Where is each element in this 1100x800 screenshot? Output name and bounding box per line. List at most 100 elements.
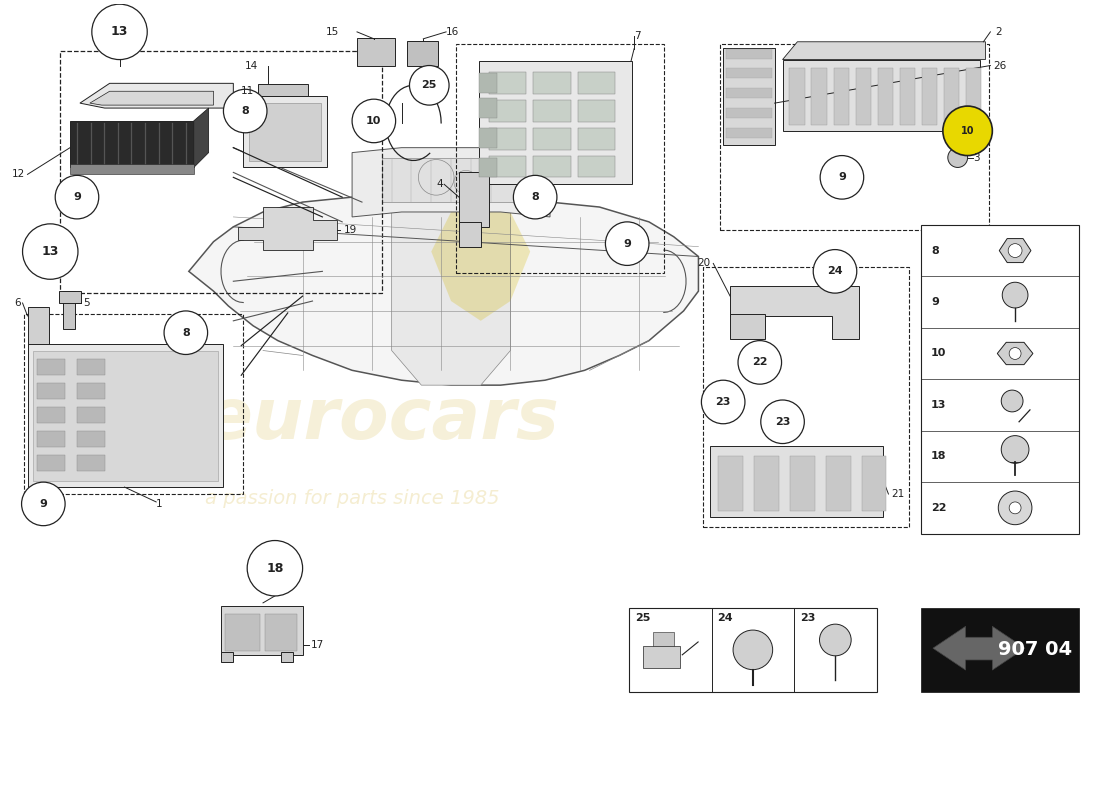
Text: 9: 9 [40, 499, 47, 509]
Bar [407, 41, 438, 66]
Bar [77, 359, 104, 375]
Polygon shape [80, 83, 233, 108]
Text: 15: 15 [326, 27, 339, 37]
Bar [861, 457, 887, 511]
Text: 8: 8 [531, 192, 539, 202]
Bar [265, 614, 297, 651]
Text: 22: 22 [752, 358, 768, 367]
Bar [28, 343, 223, 487]
Bar [921, 608, 1079, 692]
Bar [782, 59, 980, 131]
Circle shape [948, 148, 968, 167]
Bar [37, 383, 65, 399]
Polygon shape [998, 342, 1033, 365]
Text: 3: 3 [974, 153, 980, 162]
Circle shape [702, 380, 745, 424]
Bar [37, 407, 65, 423]
Bar [878, 67, 893, 125]
Text: 5: 5 [82, 298, 89, 308]
Bar [790, 457, 815, 511]
Bar [711, 446, 883, 517]
Circle shape [248, 541, 302, 596]
Bar [488, 100, 526, 122]
Circle shape [1009, 347, 1021, 359]
Text: 17: 17 [310, 641, 323, 650]
Text: 13: 13 [931, 400, 946, 410]
Polygon shape [730, 286, 859, 338]
Polygon shape [431, 202, 530, 321]
Bar [730, 314, 764, 338]
Text: 9: 9 [73, 192, 81, 202]
Bar [382, 158, 520, 202]
Text: 10: 10 [931, 349, 946, 358]
Text: 26: 26 [993, 61, 1007, 70]
Circle shape [91, 4, 147, 59]
Circle shape [352, 99, 396, 142]
Text: 18: 18 [931, 451, 946, 462]
Text: 8: 8 [241, 106, 249, 116]
Bar [33, 350, 218, 481]
Text: 23: 23 [774, 417, 790, 426]
Bar [23, 314, 243, 494]
Text: 13: 13 [111, 26, 129, 38]
Circle shape [738, 341, 782, 384]
Circle shape [409, 66, 449, 105]
Text: 22: 22 [931, 503, 946, 513]
Text: 21: 21 [891, 489, 904, 499]
Bar [578, 155, 615, 178]
Bar [723, 48, 774, 145]
Polygon shape [999, 238, 1031, 262]
Circle shape [1009, 244, 1022, 258]
Circle shape [605, 222, 649, 266]
Polygon shape [782, 42, 986, 59]
Text: 23: 23 [800, 613, 815, 622]
Bar [703, 267, 910, 526]
Bar [77, 431, 104, 447]
Text: 13: 13 [42, 245, 59, 258]
Circle shape [813, 250, 857, 293]
Text: 24: 24 [827, 266, 843, 276]
Text: eurocars: eurocars [204, 386, 560, 454]
Text: 2: 2 [996, 27, 1002, 37]
Bar [459, 172, 488, 227]
Circle shape [1001, 436, 1028, 463]
Polygon shape [352, 148, 550, 217]
Bar [478, 158, 496, 178]
Bar [478, 98, 496, 118]
Bar [726, 49, 772, 58]
Bar [534, 128, 571, 150]
Text: 10: 10 [366, 116, 382, 126]
Text: 9: 9 [838, 172, 846, 182]
Bar [28, 307, 50, 358]
Bar [488, 155, 526, 178]
Bar [755, 457, 779, 511]
Text: 25: 25 [421, 80, 437, 90]
Circle shape [55, 175, 99, 219]
Bar [726, 108, 772, 118]
Bar [456, 44, 663, 274]
Circle shape [999, 491, 1032, 525]
Bar [60, 50, 382, 293]
Bar [37, 431, 65, 447]
Polygon shape [189, 197, 698, 385]
Bar [642, 646, 680, 668]
Bar [578, 73, 615, 94]
Polygon shape [90, 91, 213, 105]
Bar [221, 652, 233, 662]
Bar [578, 100, 615, 122]
Text: 14: 14 [245, 61, 258, 70]
Text: 24: 24 [717, 613, 734, 622]
Circle shape [22, 482, 65, 526]
Bar [726, 128, 772, 138]
Bar [726, 88, 772, 98]
Bar [856, 67, 871, 125]
Bar [77, 407, 104, 423]
Text: 8: 8 [182, 328, 189, 338]
Bar [726, 69, 772, 78]
Bar [534, 155, 571, 178]
Circle shape [514, 175, 557, 219]
Text: 907 04: 907 04 [998, 640, 1072, 659]
Bar [63, 291, 75, 329]
Bar [944, 67, 959, 125]
Text: 6: 6 [14, 298, 21, 308]
